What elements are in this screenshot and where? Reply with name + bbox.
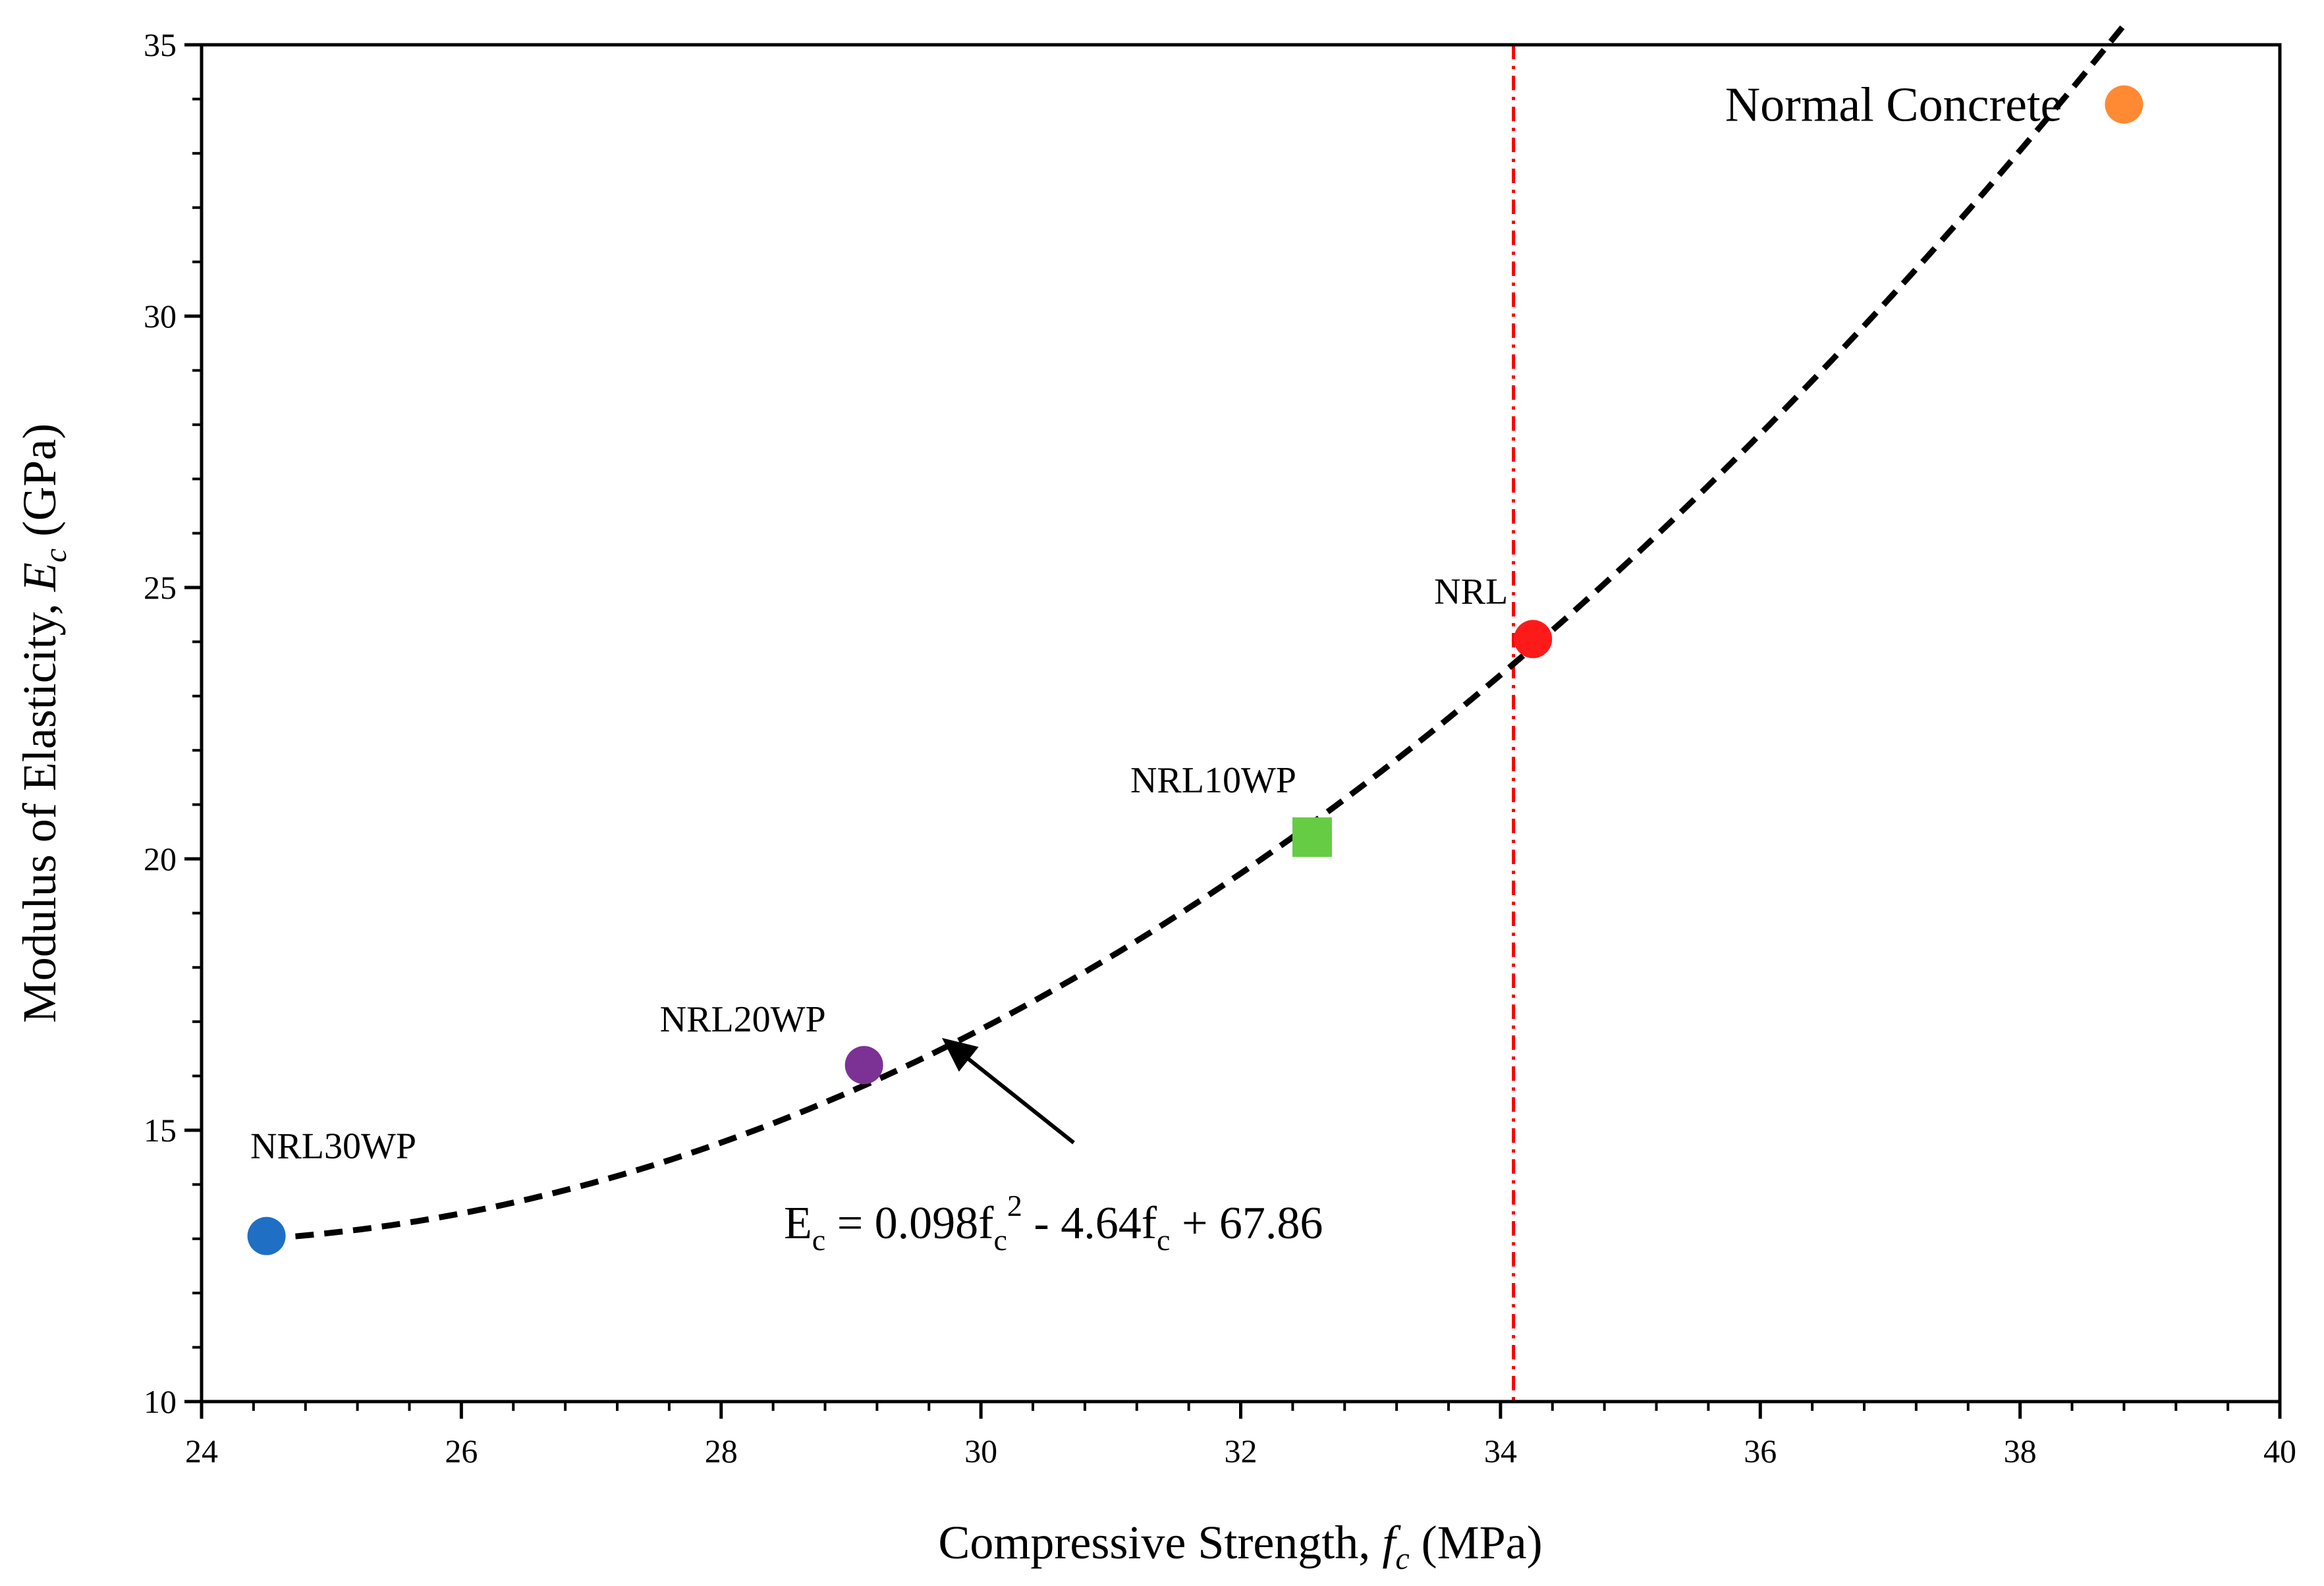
y-axis-ticks: 10 15 20 25 30 35 bbox=[144, 26, 202, 1420]
x-tick-label: 26 bbox=[445, 1433, 478, 1469]
x-tick-label: 40 bbox=[2263, 1433, 2296, 1469]
y-tick-label: 25 bbox=[144, 569, 177, 606]
arrow-shaft bbox=[950, 1043, 1075, 1145]
equation-sub1: c bbox=[993, 1223, 1007, 1257]
y-axis-title-symbol: E bbox=[13, 562, 66, 592]
point-normal-concrete bbox=[2105, 85, 2144, 124]
point-nrl20wp bbox=[844, 1046, 883, 1085]
equation-sup1: 2 bbox=[1007, 1189, 1022, 1222]
equation-arrow bbox=[941, 1037, 1075, 1145]
label-nrl30wp: NRL30WP bbox=[250, 1126, 416, 1167]
x-tick-label: 28 bbox=[705, 1433, 738, 1469]
point-nrl30wp bbox=[247, 1217, 286, 1255]
label-nrl10wp: NRL10WP bbox=[1130, 760, 1296, 801]
point-labels: NRL30WP NRL20WP NRL10WP NRL Normal Concrete bbox=[250, 78, 2062, 1167]
x-tick-label: 30 bbox=[964, 1433, 997, 1469]
label-normal-concrete: Normal Concrete bbox=[1725, 78, 2062, 132]
y-axis-title: Modulus of Elasticity, Ec (GPa) bbox=[13, 424, 73, 1024]
x-axis-ticks: 24 26 28 30 32 34 36 38 40 bbox=[185, 1402, 2296, 1469]
equation-part2: - 4.64f bbox=[1022, 1198, 1157, 1249]
x-axis-title-sub: c bbox=[1395, 1541, 1409, 1576]
point-nrl bbox=[1514, 620, 1553, 659]
equation-lead: E bbox=[784, 1198, 812, 1249]
y-axis-title-suffix: (GPa) bbox=[13, 424, 66, 549]
y-tick-label: 30 bbox=[144, 298, 177, 335]
x-axis-title-suffix: (MPa) bbox=[1410, 1516, 1543, 1569]
trendline bbox=[266, 23, 2126, 1242]
x-axis-title-prefix: Compressive Strength, bbox=[938, 1516, 1382, 1569]
equation-part1: = 0.098f bbox=[825, 1198, 994, 1249]
x-tick-label: 34 bbox=[1484, 1433, 1517, 1469]
equation-sub2: c bbox=[1157, 1223, 1170, 1257]
trendline-equation: Ec = 0.098fc2 - 4.64fc + 67.86 bbox=[784, 1189, 1323, 1257]
y-tick-label: 35 bbox=[144, 26, 177, 63]
equation-part3: + 67.86 bbox=[1170, 1198, 1323, 1249]
x-tick-label: 32 bbox=[1225, 1433, 1258, 1469]
arrow-head bbox=[941, 1037, 979, 1072]
equation-lead-sub: c bbox=[812, 1223, 825, 1257]
y-tick-label: 10 bbox=[144, 1383, 177, 1420]
x-axis-title: Compressive Strength, fc (MPa) bbox=[938, 1516, 1542, 1576]
y-tick-label: 15 bbox=[144, 1112, 177, 1149]
label-nrl: NRL bbox=[1434, 571, 1508, 612]
point-nrl10wp bbox=[1292, 817, 1332, 858]
y-axis-title-prefix: Modulus of Elasticity, bbox=[13, 591, 66, 1023]
plot-frame bbox=[200, 43, 2282, 1404]
label-nrl20wp: NRL20WP bbox=[660, 999, 826, 1040]
x-tick-label: 24 bbox=[185, 1433, 218, 1469]
y-axis-title-sub: c bbox=[38, 549, 73, 562]
x-tick-label: 36 bbox=[1744, 1433, 1777, 1469]
data-points bbox=[247, 85, 2144, 1255]
x-tick-label: 38 bbox=[2004, 1433, 2037, 1469]
plot-area bbox=[202, 45, 2280, 1402]
y-tick-label: 20 bbox=[144, 840, 177, 877]
